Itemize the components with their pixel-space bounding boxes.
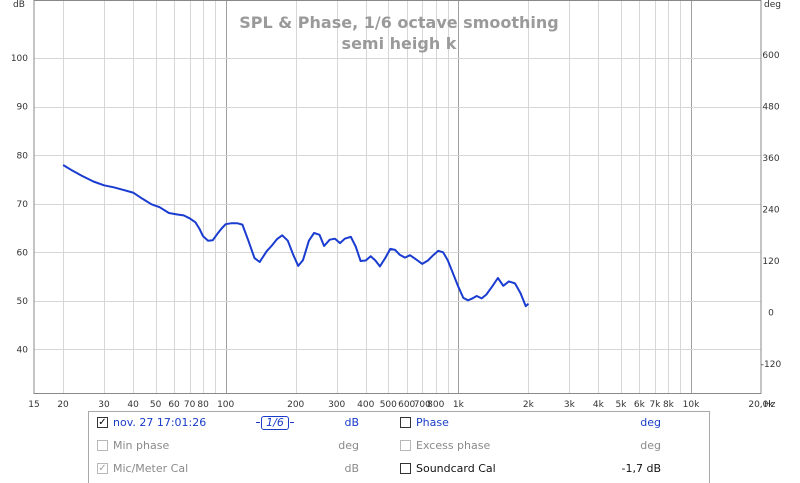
x-tick-label: 800	[427, 400, 444, 410]
excess-phase-label[interactable]: Excess phase	[416, 439, 491, 452]
phase-unit: deg	[640, 416, 661, 429]
x-tick-label: 3k	[564, 400, 576, 410]
x-tick-label: 80	[197, 400, 209, 410]
x-tick-label: 40	[127, 400, 139, 410]
mic-meter-cal-unit: dB	[344, 462, 359, 475]
legend-row-min-phase: Min phase deg Excess phase deg	[89, 437, 709, 457]
y2-tick-label: 480	[762, 102, 779, 112]
x-tick-label: 2k	[523, 400, 535, 410]
x-tick-label: 20	[57, 400, 69, 410]
y-tick-label: 70	[17, 200, 29, 210]
legend-row-measurement: ✓ nov. 27 17:01:26 1/6 dB Phase deg	[89, 414, 709, 434]
x-tick-label: 20,0k	[748, 400, 774, 410]
checkbox-unchecked-icon[interactable]	[400, 463, 411, 474]
plot-frame	[33, 0, 762, 394]
y-tick-label: 40	[17, 345, 29, 355]
axis-ticks: 15 20 30 40 50 60 70 80 100 200 300 400 500 600700800…	[11, 51, 782, 410]
x-tick-label: 8k	[663, 400, 675, 410]
checkbox-unchecked-icon[interactable]	[400, 440, 411, 451]
checkbox-checked-icon[interactable]: ✓	[97, 417, 108, 428]
smoothing-badge[interactable]: 1/6	[256, 416, 294, 430]
mic-meter-cal-label[interactable]: Mic/Meter Cal	[113, 462, 189, 475]
soundcard-cal-value: -1,7 dB	[621, 462, 662, 475]
x-tick-label: 200	[287, 400, 304, 410]
checkbox-checked-icon[interactable]: ✓	[97, 463, 108, 474]
y-axis-unit-label: dB	[13, 0, 25, 10]
min-phase-unit: deg	[338, 439, 359, 452]
x-tick-label: 400	[357, 400, 374, 410]
x-tick-label: 300	[328, 400, 345, 410]
y-tick-label: 100	[11, 54, 28, 64]
min-phase-label[interactable]: Min phase	[113, 439, 170, 452]
x-tick-label: 60	[168, 400, 180, 410]
y2-tick-label: 0	[768, 308, 774, 318]
x-tick-label: 7k	[649, 400, 661, 410]
legend-panel: ✓ nov. 27 17:01:26 1/6 dB Phase deg Min …	[88, 411, 710, 483]
x-tick-label: 6k	[634, 400, 646, 410]
x-tick-label: 30	[98, 400, 110, 410]
x-tick-label: 600	[398, 400, 415, 410]
y2-axis-unit-label: deg	[764, 0, 781, 10]
checkbox-unchecked-icon[interactable]	[97, 440, 108, 451]
y-tick-label: 80	[17, 151, 29, 161]
soundcard-cal-label[interactable]: Soundcard Cal	[416, 462, 496, 475]
x-tick-label: 15	[28, 400, 39, 410]
excess-phase-unit: deg	[640, 439, 661, 452]
checkbox-unchecked-icon[interactable]	[400, 417, 411, 428]
y-tick-label: 60	[17, 248, 29, 258]
x-tick-label: 50	[150, 400, 162, 410]
x-tick-label: 70	[184, 400, 196, 410]
measurement-name[interactable]: nov. 27 17:01:26	[113, 416, 207, 429]
y-tick-label: 50	[17, 297, 29, 307]
spl-series-line	[62, 164, 530, 308]
x-tick-label: 5k	[615, 400, 627, 410]
legend-row-cal: ✓ Mic/Meter Cal dB Soundcard Cal -1,7 dB	[89, 460, 709, 480]
y2-tick-label: 360	[762, 154, 779, 164]
measurement-unit: dB	[344, 416, 359, 429]
series	[62, 164, 530, 308]
x-tick-label: 500	[380, 400, 397, 410]
x-tick-label: 1k	[453, 400, 465, 410]
chart-subtitle: semi heigh k	[342, 34, 457, 53]
spl-chart: 15 20 30 40 50 60 70 80 100 200 300 400 500 600700800…	[10, 0, 782, 410]
y2-tick-label: 600	[762, 51, 779, 61]
y2-tick-label: -120	[761, 360, 782, 370]
x-tick-label: 100	[217, 400, 234, 410]
x-tick-label: 4k	[593, 400, 605, 410]
phase-label[interactable]: Phase	[416, 416, 449, 429]
x-tick-label: 700	[414, 400, 431, 410]
grid	[34, 0, 761, 393]
y2-tick-label: 240	[762, 205, 779, 215]
y-tick-label: 90	[17, 103, 29, 113]
y2-tick-label: 120	[762, 257, 779, 267]
x-axis-unit-label: Hz	[764, 400, 776, 410]
chart-title: SPL & Phase, 1/6 octave smoothing	[239, 13, 558, 32]
x-tick-label: 10k	[683, 400, 700, 410]
